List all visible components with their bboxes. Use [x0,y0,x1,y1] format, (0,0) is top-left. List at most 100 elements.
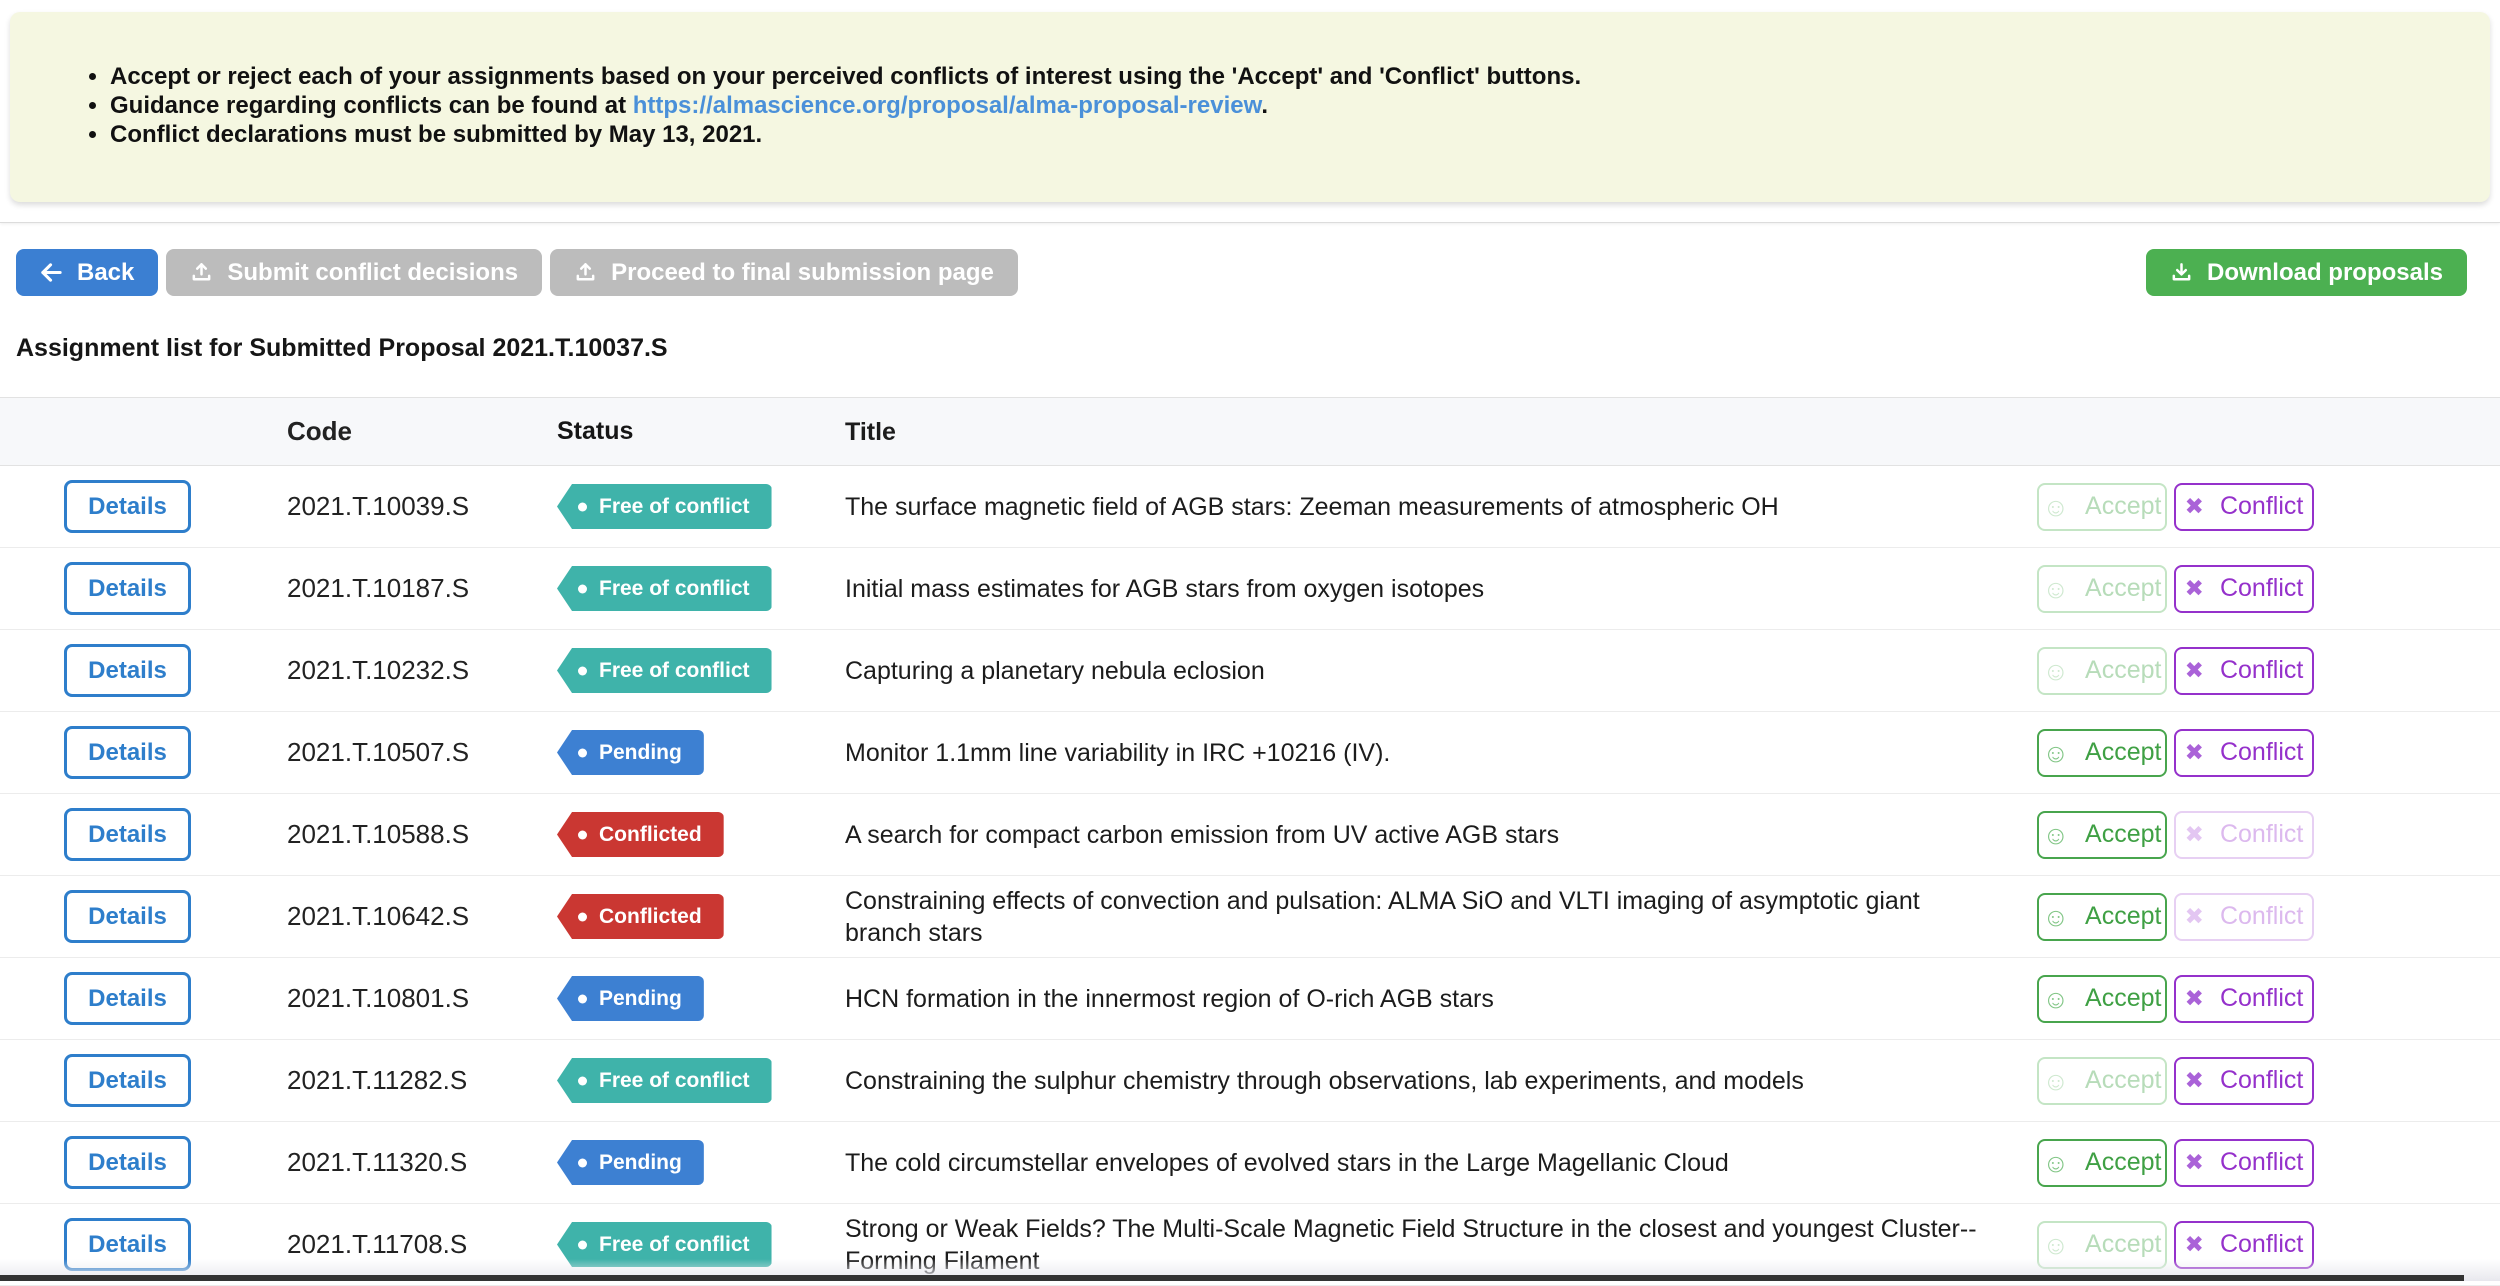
accept-button[interactable]: ☺ Accept [2037,728,2167,777]
conflict-button-label: Conflict [2219,902,2304,930]
cross-icon: ✖ [2184,821,2204,847]
table-row: Details 2021.T.10507.S Pending Monitor 1… [0,712,2500,794]
details-button[interactable]: Details [64,808,191,861]
proposal-title: HCN formation in the innermost region of… [845,984,1494,1013]
accept-button-label: Accept [2085,738,2162,766]
download-proposals-button[interactable]: Download proposals [2145,249,2467,296]
smiley-icon: ☺ [2042,819,2070,850]
arrow-left-icon [40,261,63,284]
details-button[interactable]: Details [64,972,191,1025]
table-row: Details 2021.T.11708.S Free of conflict … [0,1204,2500,1286]
proposal-code: 2021.T.10507.S [287,737,470,767]
conflict-button-label: Conflict [2219,656,2304,684]
download-button-label: Download proposals [2206,258,2443,286]
smiley-icon: ☺ [2042,1229,2070,1260]
smiley-icon: ☺ [2042,573,2070,604]
proceed-final-submission-button[interactable]: Proceed to final submission page [550,249,1018,296]
notice-guidance-suffix: . [1261,92,1269,119]
conflict-button[interactable]: ✖ Conflict [2174,1220,2314,1269]
proposal-title: Initial mass estimates for AGB stars fro… [845,574,1485,603]
notice-box: Accept or reject each of your assignment… [10,12,2490,202]
notice-bullet-deadline: Conflict declarations must be submitted … [110,120,2450,149]
status-badge: Free of conflict [557,648,772,693]
conflict-button[interactable]: ✖ Conflict [2174,646,2314,695]
accept-button-label: Accept [2085,1066,2162,1094]
table-row: Details 2021.T.10801.S Pending HCN forma… [0,958,2500,1040]
accept-button[interactable]: ☺ Accept [2037,810,2167,859]
accept-button-label: Accept [2085,902,2162,930]
proposal-title: Strong or Weak Fields? The Multi-Scale M… [845,1214,1977,1275]
notice-list: Accept or reject each of your assignment… [82,62,2450,149]
details-button[interactable]: Details [64,480,191,533]
status-badge-label: Conflicted [599,904,702,928]
conflict-button-label: Conflict [2219,820,2304,848]
notice-bullet-guidance: Guidance regarding conflicts can be foun… [110,91,2450,120]
details-button[interactable]: Details [64,562,191,615]
proposal-title: Monitor 1.1mm line variability in IRC +1… [845,738,1391,767]
submit-conflict-decisions-button[interactable]: Submit conflict decisions [166,249,543,296]
details-button[interactable]: Details [64,1054,191,1107]
table-row: Details 2021.T.11282.S Free of conflict … [0,1040,2500,1122]
smiley-icon: ☺ [2042,655,2070,686]
status-badge-label: Free of conflict [599,1068,750,1092]
proposal-title: Constraining effects of convection and p… [845,886,1920,947]
details-button[interactable]: Details [64,1218,191,1271]
status-badge-label: Free of conflict [599,576,750,600]
accept-button[interactable]: ☺ Accept [2037,1220,2167,1269]
details-button[interactable]: Details [64,726,191,779]
smiley-icon: ☺ [2042,1065,2070,1096]
header-code: Code [287,416,352,446]
cross-icon: ✖ [2184,985,2204,1011]
proposal-title: Constraining the sulphur chemistry throu… [845,1066,1804,1095]
conflict-button-label: Conflict [2219,1066,2304,1094]
cross-icon: ✖ [2184,657,2204,683]
accept-button[interactable]: ☺ Accept [2037,646,2167,695]
details-button[interactable]: Details [64,890,191,943]
details-button[interactable]: Details [64,1136,191,1189]
header-status: Status [557,417,634,445]
table-row: Details 2021.T.10588.S Conflicted A sear… [0,794,2500,876]
proposal-title: The cold circumstellar envelopes of evol… [845,1148,1729,1177]
accept-button[interactable]: ☺ Accept [2037,1138,2167,1187]
notice-guidance-prefix: Guidance regarding conflicts can be foun… [110,92,633,119]
conflict-button[interactable]: ✖ Conflict [2174,810,2314,859]
conflict-button[interactable]: ✖ Conflict [2174,1056,2314,1105]
accept-button[interactable]: ☺ Accept [2037,1056,2167,1105]
proposal-code: 2021.T.10187.S [287,573,470,603]
smiley-icon: ☺ [2042,491,2070,522]
conflict-button[interactable]: ✖ Conflict [2174,482,2314,531]
status-badge: Conflicted [557,894,724,939]
accept-button[interactable]: ☺ Accept [2037,482,2167,531]
conflict-button-label: Conflict [2219,574,2304,602]
accept-button-label: Accept [2085,574,2162,602]
status-badge-label: Pending [599,1150,682,1174]
conflict-button-label: Conflict [2219,738,2304,766]
assignment-table: Code Status Title Details 2021.T.10039.S… [0,397,2500,1286]
page-title: Assignment list for Submitted Proposal 2… [16,334,668,362]
back-button[interactable]: Back [16,249,159,296]
status-badge-label: Free of conflict [599,658,750,682]
guidance-link[interactable]: https://almascience.org/proposal/alma-pr… [632,92,1262,119]
conflict-button[interactable]: ✖ Conflict [2174,1138,2314,1187]
accept-button[interactable]: ☺ Accept [2037,564,2167,613]
status-badge-label: Free of conflict [599,494,750,518]
conflict-button[interactable]: ✖ Conflict [2174,892,2314,941]
smiley-icon: ☺ [2042,737,2070,768]
proposal-code: 2021.T.11708.S [287,1229,468,1259]
cross-icon: ✖ [2184,493,2204,519]
cross-icon: ✖ [2184,1067,2204,1093]
status-badge: Free of conflict [557,484,772,529]
conflict-button-label: Conflict [2219,492,2304,520]
cross-icon: ✖ [2184,575,2204,601]
proposal-title: The surface magnetic field of AGB stars:… [845,492,1779,521]
conflict-button[interactable]: ✖ Conflict [2174,564,2314,613]
conflict-button[interactable]: ✖ Conflict [2174,974,2314,1023]
accept-button[interactable]: ☺ Accept [2037,974,2167,1023]
accept-button[interactable]: ☺ Accept [2037,892,2167,941]
header-title: Title [845,417,896,446]
bottom-edge-bar [0,1275,2464,1281]
details-button[interactable]: Details [64,644,191,697]
notice-panel: Accept or reject each of your assignment… [0,0,2500,223]
conflict-button[interactable]: ✖ Conflict [2174,728,2314,777]
table-header-row: Code Status Title [0,397,2500,466]
